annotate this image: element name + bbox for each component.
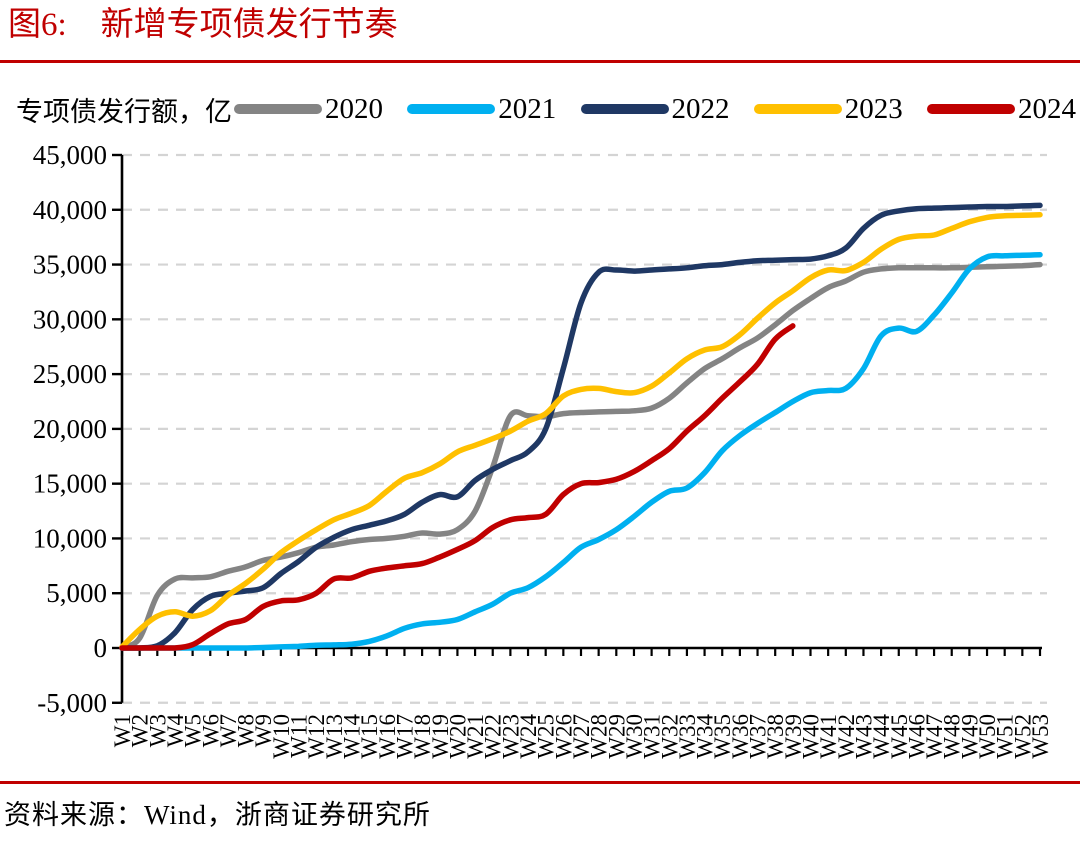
series-line-2023 <box>119 211 1043 650</box>
x-axis-label: W52 <box>1010 714 1035 759</box>
x-axis-label: W29 <box>604 714 629 759</box>
x-axis-label: W48 <box>940 714 965 759</box>
x-axis-label: W49 <box>957 714 982 759</box>
legend-line-swatch-2022 <box>580 104 669 114</box>
x-axis-label: W25 <box>534 714 559 759</box>
legend-label-2022: 2022 <box>671 92 730 125</box>
x-axis-label: W28 <box>587 714 612 759</box>
legend-line-swatch-2020 <box>234 104 322 114</box>
x-axis-label: W40 <box>799 714 824 759</box>
x-axis-label: W11 <box>287 714 312 758</box>
x-axis-label: W30 <box>622 714 647 759</box>
y-axis-label: 15,000 <box>33 469 107 499</box>
x-axis-label: W17 <box>392 714 417 759</box>
x-axis-label: W33 <box>675 714 700 759</box>
x-axis-label: W5 <box>181 714 206 747</box>
x-axis-label: W50 <box>975 714 1000 759</box>
x-axis-label: W12 <box>304 714 329 759</box>
series-line-2021 <box>119 251 1043 651</box>
x-axis-label: W4 <box>163 714 188 748</box>
x-axis-label: W53 <box>1028 714 1053 759</box>
legend-line-swatch-2024 <box>927 104 1015 114</box>
x-axis-label: W16 <box>375 714 400 759</box>
x-axis-label: W9 <box>251 714 276 747</box>
legend-item-2020: 2020 <box>234 93 383 126</box>
x-axis-label: W3 <box>145 714 170 747</box>
x-axis-label: W44 <box>869 714 894 759</box>
x-axis-label: W35 <box>710 714 735 759</box>
legend-label-2021: 2021 <box>498 92 557 125</box>
x-axis-label: W1 <box>110 714 135 747</box>
x-axis-label: W38 <box>763 714 788 759</box>
x-axis-label: W19 <box>428 714 453 759</box>
x-axis-label: W47 <box>922 714 947 759</box>
top-divider <box>0 60 1080 63</box>
x-axis-label: W21 <box>463 714 488 759</box>
legend-line-swatch-2021 <box>407 104 496 114</box>
legend: 专项债发行额，亿 2020 2021 2022 2023 2024 <box>16 90 1076 128</box>
x-axis-label: W32 <box>657 714 682 759</box>
x-axis-label: W41 <box>816 714 841 759</box>
x-axis-label: W22 <box>481 714 506 759</box>
x-axis-label: W18 <box>410 714 435 759</box>
y-axis-label: 30,000 <box>33 304 107 334</box>
legend-item-2024: 2024 <box>927 93 1076 126</box>
x-axis-label: W37 <box>746 714 771 759</box>
y-axis-label: 20,000 <box>33 414 107 444</box>
x-axis-label: W36 <box>728 714 753 759</box>
legend-item-2022: 2022 <box>580 92 730 126</box>
x-axis-label: W14 <box>340 714 365 759</box>
y-axis-label: 45,000 <box>33 140 107 170</box>
y-axis-label: -5,000 <box>37 688 107 718</box>
x-axis-label: W26 <box>551 714 576 759</box>
series-line-2022 <box>119 202 1043 651</box>
figure-title: 图6: 新增专项债发行节奏 <box>8 6 398 46</box>
figure-number: 图6: <box>8 7 67 43</box>
legend-label-2023: 2023 <box>844 92 903 125</box>
source-note: 资料来源：Wind，浙商证券研究所 <box>4 800 431 830</box>
x-axis-label: W31 <box>640 714 665 759</box>
x-axis-label: W42 <box>834 714 859 759</box>
legend-label-2024: 2024 <box>1018 92 1076 125</box>
y-axis-label: 35,000 <box>33 250 107 280</box>
x-axis-label: W15 <box>357 714 382 759</box>
bottom-divider <box>0 781 1080 784</box>
x-axis-label: W34 <box>693 714 718 759</box>
x-axis-label: W27 <box>569 714 594 759</box>
legend-item-2021: 2021 <box>407 93 556 126</box>
y-axis-label: 10,000 <box>33 523 107 553</box>
x-axis-label: W8 <box>234 714 259 747</box>
x-axis-label: W51 <box>993 714 1018 759</box>
x-axis-label: W45 <box>887 714 912 759</box>
x-axis-label: W46 <box>904 714 929 759</box>
x-axis-label: W2 <box>128 714 153 747</box>
series-line-2020 <box>119 261 1043 651</box>
x-axis-label: W6 <box>198 714 223 747</box>
y-axis-label: 25,000 <box>33 359 107 389</box>
x-axis-label: W24 <box>516 714 541 759</box>
y-axis-label: 0 <box>94 633 108 663</box>
x-axis-label: W10 <box>269 714 294 759</box>
legend-items: 2020 2021 2022 2023 2024 <box>234 93 1076 126</box>
x-axis-label: W13 <box>322 714 347 759</box>
x-axis-label: W7 <box>216 714 241 747</box>
legend-label-2020: 2020 <box>325 92 383 125</box>
figure-name: 新增专项债发行节奏 <box>100 7 398 43</box>
y-axis-label: 40,000 <box>33 195 107 225</box>
y-axis-label: 5,000 <box>46 578 107 608</box>
legend-line-swatch-2023 <box>753 104 842 114</box>
x-axis-label: W43 <box>851 714 876 759</box>
x-axis-label: W20 <box>445 714 470 759</box>
y-axis-unit-label: 专项债发行额，亿 <box>16 96 232 127</box>
x-axis-label: W39 <box>781 714 806 759</box>
x-axis-label: W23 <box>498 714 523 759</box>
series-line-2024 <box>119 323 796 651</box>
legend-item-2023: 2023 <box>753 92 903 126</box>
